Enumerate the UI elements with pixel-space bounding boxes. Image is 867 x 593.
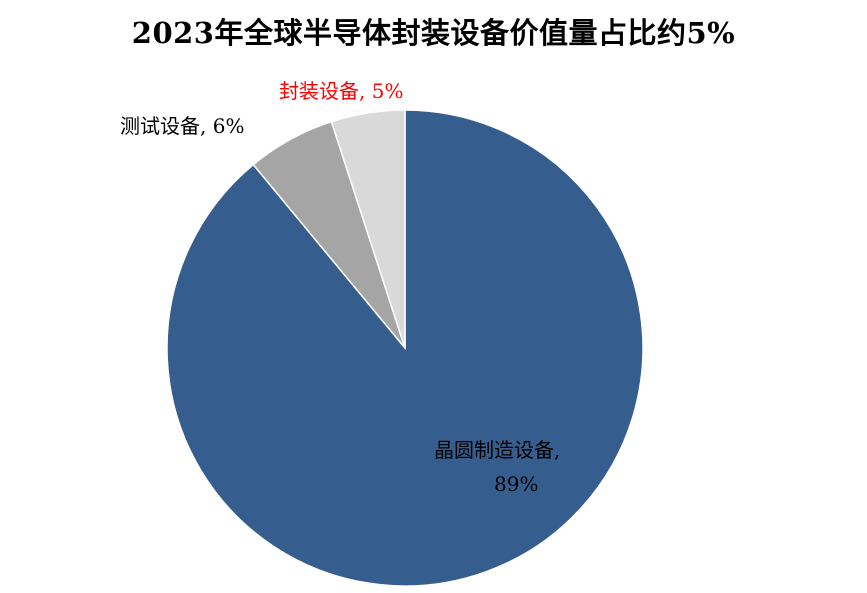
- data-label-test: 测试设备, 6%: [120, 114, 244, 138]
- data-label-packaging: 封装设备, 5%: [279, 79, 403, 103]
- data-label-wafer-line2: 89%: [494, 472, 538, 496]
- chart-title: 2023年全球半导体封装设备价值量占比约5%: [131, 16, 736, 50]
- data-label-wafer-line1: 晶圆制造设备,: [434, 438, 560, 462]
- slice-packaging-equipment: [330, 109, 406, 349]
